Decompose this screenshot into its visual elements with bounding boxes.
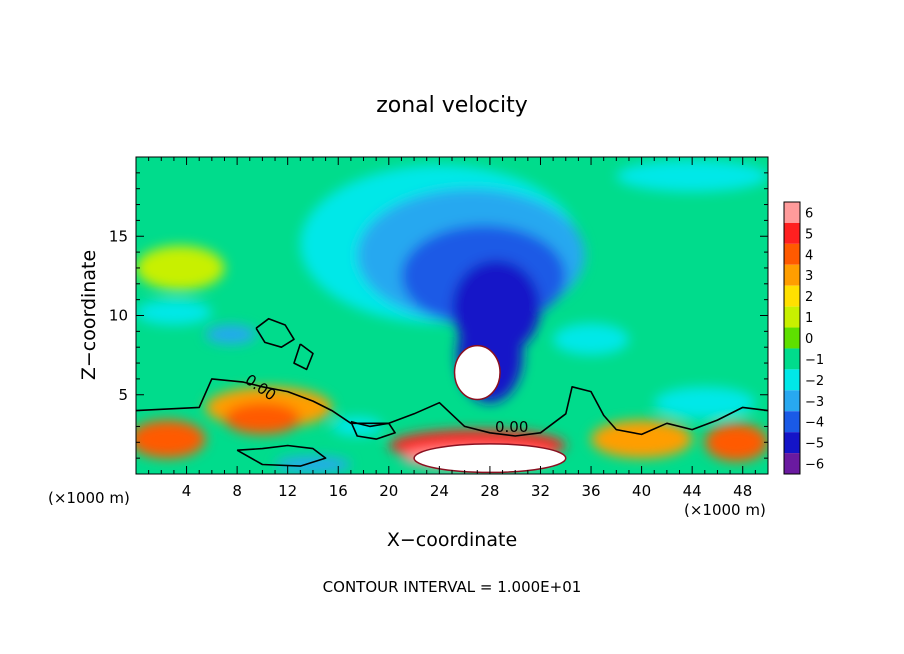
contour-interval-note: CONTOUR INTERVAL = 1.000E+01: [323, 578, 582, 596]
y-tick-label: 15: [109, 227, 128, 245]
contour-label-2: 0.00: [495, 418, 528, 436]
velocity-blob-13: [224, 402, 301, 435]
x-tick-label: 48: [733, 482, 752, 500]
velocity-blob-6: [616, 160, 768, 192]
velocity-blob-10: [654, 386, 756, 419]
velocity-blob-14: [136, 420, 206, 459]
x-tick-label: 12: [278, 482, 297, 500]
colorbar-label: −1: [805, 353, 824, 368]
colorbar-label: −4: [805, 416, 824, 431]
colorbar-label: −5: [805, 437, 824, 452]
x-axis-ticks: 4 8 12 16 20 24 28 32 36 40 44 48: [148, 157, 756, 500]
velocity-blob-9: [553, 323, 629, 356]
colorbar: 6 5 4 3 2 1 0 −1 −2 −3 −4 −5 −6: [783, 201, 824, 475]
velocity-field-layer: [136, 160, 768, 473]
colorbar-swatch: [784, 222, 800, 244]
x-tick-label: 16: [329, 482, 348, 500]
chart-title: zonal velocity: [376, 93, 528, 118]
velocity-blob-16: [704, 423, 768, 462]
colorbar-swatch: [784, 202, 800, 223]
velocity-blob-7: [136, 299, 212, 326]
x-tick-label: 28: [480, 482, 499, 500]
colorbar-swatch: [784, 432, 800, 454]
x-axis-label: X−coordinate: [387, 529, 517, 551]
colorbar-label: 2: [805, 290, 813, 305]
colorbar-swatch: [784, 411, 800, 433]
velocity-blob-8: [205, 325, 257, 345]
colorbar-label: −2: [805, 374, 824, 389]
colorbar-swatch: [784, 306, 800, 328]
x-tick-label: 4: [182, 482, 192, 500]
y-axis-label: Z−coordinate: [78, 250, 100, 380]
colorbar-label: 0: [805, 332, 813, 347]
colorbar-swatch: [784, 285, 800, 307]
velocity-blob-11: [136, 245, 225, 291]
colorbar-label: 4: [805, 248, 813, 263]
x-tick-label: 24: [430, 482, 449, 500]
velocity-blob-19: [331, 416, 383, 436]
x-tick-label: 32: [531, 482, 550, 500]
colorbar-swatch: [784, 390, 800, 412]
colorbar-frame: [783, 201, 801, 475]
colorbar-label: −6: [805, 458, 824, 473]
colorbar-swatch: [784, 348, 800, 370]
masked-region-1: [453, 344, 501, 401]
colorbar-swatch: [784, 264, 800, 286]
x-tick-label: 44: [683, 482, 702, 500]
velocity-blob-20: [275, 456, 351, 473]
y-tick-label: 10: [109, 307, 128, 325]
colorbar-swatch: [784, 453, 800, 474]
x-tick-label: 8: [232, 482, 242, 500]
x-tick-label: 20: [379, 482, 398, 500]
y-axis-ticks: 5 10 15: [109, 172, 768, 459]
colorbar-label: 1: [805, 311, 813, 326]
x-unit-right: (×1000 m): [684, 501, 766, 519]
zero-contour-4: [236, 444, 327, 467]
zero-contour-3: [350, 420, 396, 440]
zero-contour-1: [136, 378, 768, 437]
colorbar-label: 6: [805, 206, 813, 221]
colorbar-swatch: [784, 369, 800, 391]
y-tick-label: 5: [118, 386, 128, 404]
contour-line-layer: [136, 317, 768, 467]
masked-region-layer: [413, 344, 567, 474]
zero-contour-2: [255, 317, 295, 348]
colorbar-swatch: [784, 243, 800, 265]
colorbar-label: 5: [805, 227, 813, 242]
colorbar-label: 3: [805, 269, 813, 284]
colorbar-label: −3: [805, 395, 824, 410]
x-tick-label: 36: [581, 482, 600, 500]
x-unit-left: (×1000 m): [48, 489, 130, 507]
x-tick-label: 40: [632, 482, 651, 500]
zero-contour-5: [293, 343, 314, 371]
colorbar-swatch: [784, 327, 800, 349]
plot-area: [136, 157, 768, 474]
